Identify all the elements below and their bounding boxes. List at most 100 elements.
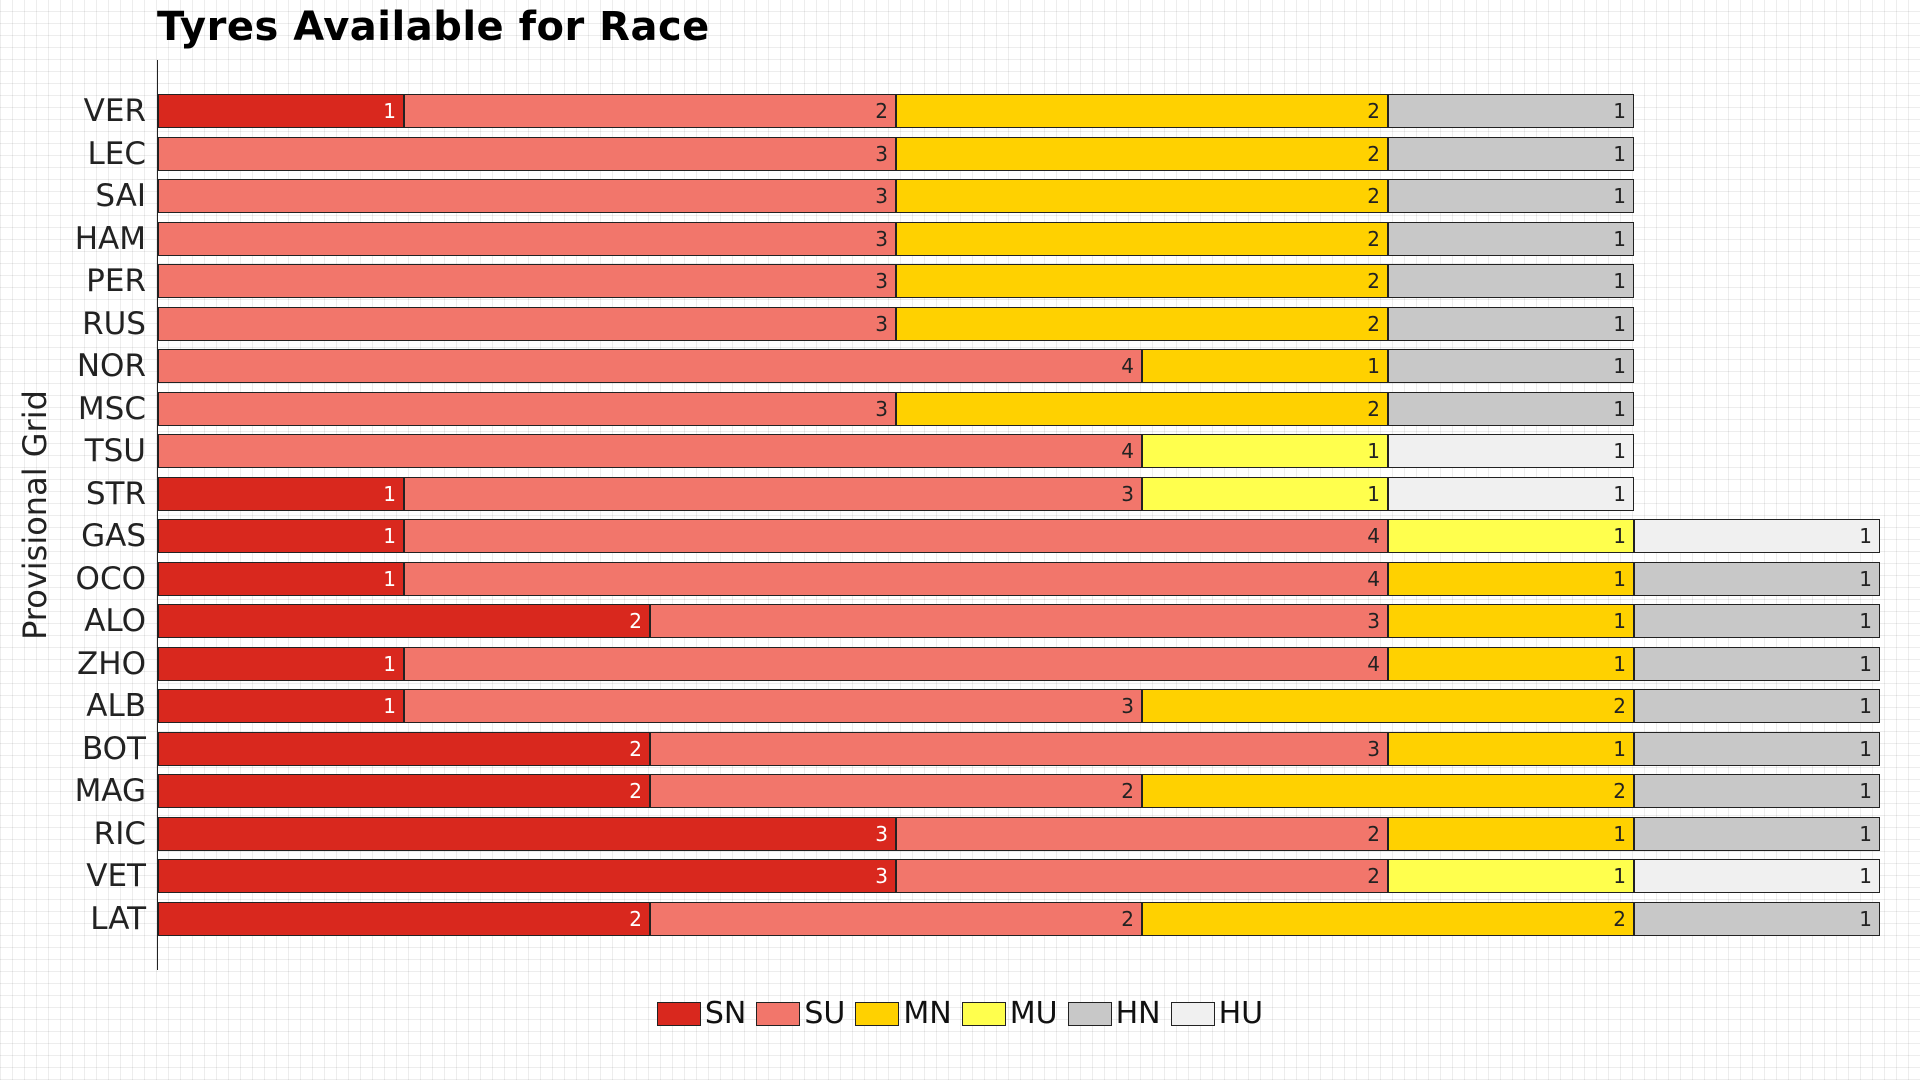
bar-segment-ALO-MN xyxy=(1388,604,1634,638)
bar-segment-STR-HU xyxy=(1388,476,1634,511)
data-label: 2 xyxy=(629,609,642,633)
bar-segment-STR-SN xyxy=(158,476,404,511)
y-tick-label: ALO xyxy=(84,603,146,639)
legend-swatch xyxy=(656,1001,701,1026)
y-tick-label: STR xyxy=(85,475,146,512)
data-label: 1 xyxy=(383,651,396,676)
bar-segment-STR-MU xyxy=(1142,476,1388,511)
data-label: 1 xyxy=(1859,864,1872,888)
data-label: 2 xyxy=(1367,311,1380,336)
data-label: 2 xyxy=(1367,141,1380,166)
legend-label: HN xyxy=(1115,996,1161,1031)
data-label: 1 xyxy=(1613,524,1626,548)
bar-segment-SAI-MN xyxy=(896,179,1388,213)
y-tick-label: NOR xyxy=(76,348,146,384)
bar-segment-VET-HU xyxy=(1634,859,1880,893)
data-label: 3 xyxy=(875,864,888,888)
bar-segment-PER-MN xyxy=(896,264,1388,298)
bar-segment-ZHO-HN xyxy=(1634,646,1880,681)
data-label: 3 xyxy=(875,311,888,336)
bar-segment-RUS-MN xyxy=(896,306,1388,341)
bar-segment-HAM-MN xyxy=(896,221,1388,256)
bar-segment-RUS-HN xyxy=(1388,306,1634,341)
bar-segment-OCO-SU xyxy=(404,561,1388,596)
y-tick-label: RUS xyxy=(82,305,146,342)
bar-segment-BOT-SN xyxy=(158,731,650,766)
bar-segment-MAG-HN xyxy=(1634,774,1880,808)
bar-segment-LAT-HN xyxy=(1634,901,1880,936)
bar-segment-ZHO-SU xyxy=(404,646,1388,681)
bar-segment-MAG-SU xyxy=(650,774,1142,808)
bar-segment-BOT-SU xyxy=(650,731,1388,766)
data-label: 1 xyxy=(1859,524,1872,548)
bar-segment-TSU-MU xyxy=(1142,434,1388,468)
data-label: 2 xyxy=(1367,184,1380,208)
bar-segment-VER-SN xyxy=(158,94,404,128)
y-tick-label: OCO xyxy=(75,560,146,597)
y-tick-label: BOT xyxy=(81,730,146,767)
bar-segment-ALB-SU xyxy=(404,689,1142,723)
data-label: 1 xyxy=(1859,609,1872,633)
bar-segment-LEC-SU xyxy=(158,136,896,171)
data-label: 1 xyxy=(1613,99,1626,123)
bar-segment-MAG-SN xyxy=(158,774,650,808)
bar-segment-BOT-HN xyxy=(1634,731,1880,766)
data-label: 1 xyxy=(1613,226,1626,251)
data-label: 2 xyxy=(1367,269,1380,293)
bar-segment-RIC-HN xyxy=(1634,816,1880,851)
y-tick-label: SAI xyxy=(95,178,146,214)
data-label: 3 xyxy=(1367,609,1380,633)
data-label: 1 xyxy=(1613,566,1626,591)
data-label: 1 xyxy=(1613,311,1626,336)
legend-label: MN xyxy=(903,996,952,1031)
data-label: 3 xyxy=(875,821,888,846)
bar-segment-VER-MN xyxy=(896,94,1388,128)
data-label: 3 xyxy=(1121,694,1134,718)
data-label: 1 xyxy=(1859,821,1872,846)
bar-segment-NOR-HN xyxy=(1388,349,1634,383)
data-label: 2 xyxy=(1613,906,1626,931)
bar-segment-OCO-HN xyxy=(1634,561,1880,596)
data-label: 1 xyxy=(383,99,396,123)
data-label: 4 xyxy=(1367,566,1380,591)
data-label: 1 xyxy=(383,566,396,591)
bar-segment-ZHO-SN xyxy=(158,646,404,681)
bar-segment-MAG-MN xyxy=(1142,774,1634,808)
bar-segment-SAI-SU xyxy=(158,179,896,213)
data-label: 2 xyxy=(1367,226,1380,251)
bar-segment-ALO-SU xyxy=(650,604,1388,638)
bar-segment-GAS-SU xyxy=(404,519,1388,553)
bar-segment-SAI-HN xyxy=(1388,179,1634,213)
data-label: 1 xyxy=(1859,566,1872,591)
legend-item-SN: SN xyxy=(656,996,746,1031)
data-label: 1 xyxy=(1613,821,1626,846)
data-label: 4 xyxy=(1367,524,1380,548)
data-label: 1 xyxy=(383,694,396,718)
data-label: 2 xyxy=(1367,864,1380,888)
bar-segment-VER-HN xyxy=(1388,94,1634,128)
data-label: 2 xyxy=(1613,694,1626,718)
bar-segment-LAT-SN xyxy=(158,901,650,936)
data-label: 4 xyxy=(1367,651,1380,676)
y-tick-label: MAG xyxy=(74,773,146,809)
legend-swatch xyxy=(1170,1001,1215,1026)
bar-segment-LAT-MN xyxy=(1142,901,1634,936)
y-tick-label: MSC xyxy=(77,390,146,427)
data-label: 1 xyxy=(1613,439,1626,463)
bar-segment-VET-SN xyxy=(158,859,896,893)
bar-segment-ALO-HN xyxy=(1634,604,1880,638)
legend-item-HU: HU xyxy=(1170,996,1263,1031)
bar-segment-TSU-SU xyxy=(158,434,1142,468)
y-tick-label: HAM xyxy=(74,220,146,257)
data-label: 3 xyxy=(1121,481,1134,506)
data-label: 2 xyxy=(629,736,642,761)
data-label: 1 xyxy=(1613,141,1626,166)
y-tick-label: RIC xyxy=(93,815,146,852)
bar-segment-HAM-HN xyxy=(1388,221,1634,256)
data-label: 1 xyxy=(1613,481,1626,506)
bar-segment-NOR-SU xyxy=(158,349,1142,383)
bar-segment-LEC-MN xyxy=(896,136,1388,171)
bar-segment-LAT-SU xyxy=(650,901,1142,936)
data-label: 2 xyxy=(629,906,642,931)
bar-segment-ALB-HN xyxy=(1634,689,1880,723)
